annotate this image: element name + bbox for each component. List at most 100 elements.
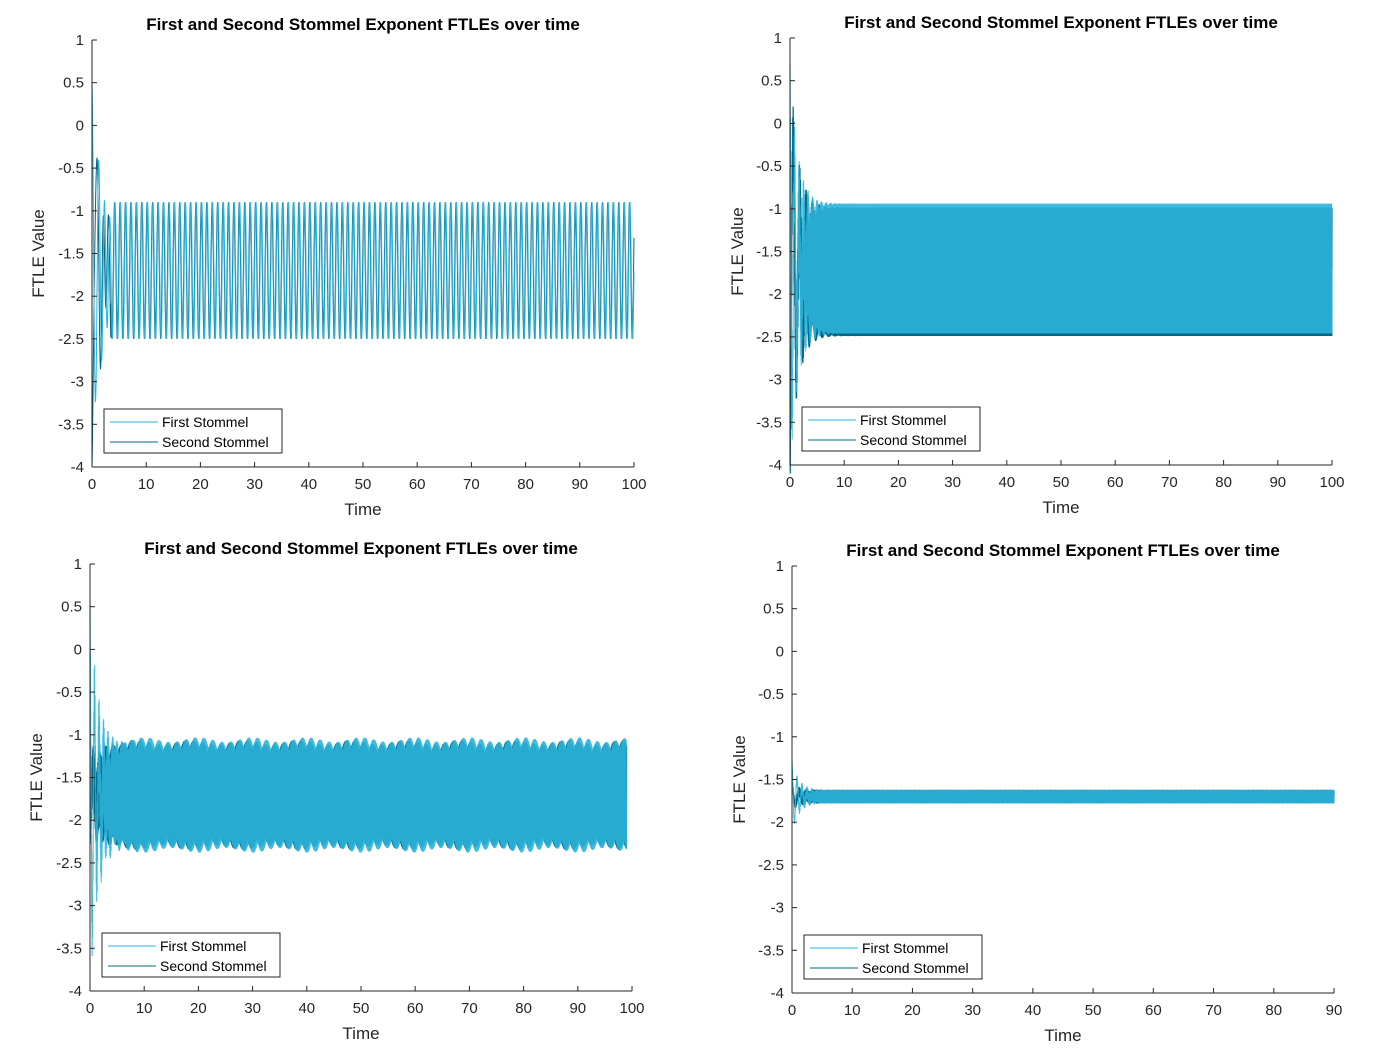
y-tick-label: -1: [769, 201, 782, 218]
legend: First Stommel Second Stommel: [101, 932, 281, 978]
y-tick-label: 0: [74, 641, 82, 658]
y-tick-label: -0.5: [58, 160, 84, 177]
plot-area: [791, 761, 1335, 824]
y-tick-label: -1.5: [756, 244, 782, 261]
y-tick-label: -4: [771, 985, 784, 1002]
plot-area: [789, 64, 1333, 474]
y-tick-label: 0: [776, 643, 784, 660]
y-tick-label: -3.5: [56, 940, 82, 957]
x-tick-label: 10: [844, 1002, 861, 1019]
subplot-top-left: First and Second Stommel Exponent FTLEs …: [29, 15, 647, 519]
y-axis-label: FTLE Value: [728, 207, 747, 296]
y-tick-label: -2.5: [56, 855, 82, 872]
x-tick-label: 30: [246, 476, 263, 493]
y-tick-label: -1.5: [58, 246, 84, 263]
x-tick-label: 0: [786, 474, 794, 491]
y-tick-label: -2: [71, 288, 84, 305]
x-tick-label: 100: [1319, 474, 1344, 491]
series-line-first-stommel: [91, 82, 635, 403]
y-tick-label: 1: [774, 30, 782, 47]
x-tick-label: 70: [1161, 474, 1178, 491]
x-tick-label: 70: [463, 476, 480, 493]
chart-title: First and Second Stommel Exponent FTLEs …: [844, 13, 1278, 32]
y-tick-label: -2: [69, 812, 82, 829]
y-tick-label: -0.5: [758, 686, 784, 703]
x-tick-label: 40: [298, 1000, 315, 1017]
x-tick-label: 40: [300, 476, 317, 493]
y-tick-label: -1: [771, 729, 784, 746]
x-tick-label: 70: [461, 1000, 478, 1017]
x-tick-label: 80: [517, 476, 534, 493]
y-tick-label: -4: [769, 457, 782, 474]
series-line-first-stommel: [791, 761, 1335, 824]
y-tick-label: -1.5: [56, 770, 82, 787]
y-tick-label: -1: [69, 727, 82, 744]
subplot-bottom-right: First and Second Stommel Exponent FTLEs …: [730, 541, 1342, 1045]
x-tick-label: 50: [353, 1000, 370, 1017]
y-tick-label: 0: [774, 115, 782, 132]
x-tick-label: 10: [138, 476, 155, 493]
x-tick-label: 40: [998, 474, 1015, 491]
legend-entry: First Stommel: [862, 940, 948, 956]
y-tick-label: -4: [71, 459, 84, 476]
y-tick-label: -2.5: [58, 331, 84, 348]
x-tick-label: 90: [571, 476, 588, 493]
x-tick-label: 80: [1265, 1002, 1282, 1019]
y-tick-label: 0: [76, 117, 84, 134]
x-tick-label: 30: [944, 474, 961, 491]
y-tick-label: 0.5: [61, 599, 82, 616]
legend: First Stommel Second Stommel: [803, 934, 983, 980]
x-tick-label: 60: [407, 1000, 424, 1017]
y-tick-label: -3.5: [756, 414, 782, 431]
x-tick-label: 100: [621, 476, 646, 493]
chart-title: First and Second Stommel Exponent FTLEs …: [146, 15, 580, 34]
x-tick-label: 50: [355, 476, 372, 493]
legend: First Stommel Second Stommel: [801, 406, 981, 452]
legend-entry: First Stommel: [860, 412, 946, 428]
y-tick-label: -3: [769, 372, 782, 389]
plot-area: [91, 82, 635, 468]
x-tick-label: 60: [1107, 474, 1124, 491]
x-tick-label: 90: [569, 1000, 586, 1017]
x-tick-label: 80: [1215, 474, 1232, 491]
x-tick-label: 50: [1085, 1002, 1102, 1019]
y-tick-label: 0.5: [63, 75, 84, 92]
x-tick-label: 20: [192, 476, 209, 493]
x-axis-label: Time: [1044, 1026, 1081, 1045]
y-tick-label: 1: [776, 558, 784, 575]
legend-entry: First Stommel: [162, 414, 248, 430]
y-axis-label: FTLE Value: [730, 735, 749, 824]
y-tick-label: -2: [771, 814, 784, 831]
y-tick-label: -2.5: [758, 857, 784, 874]
x-tick-label: 30: [244, 1000, 261, 1017]
x-tick-label: 40: [1025, 1002, 1042, 1019]
series-line-first-stommel: [89, 601, 628, 957]
y-tick-label: -1.5: [758, 772, 784, 789]
legend: First Stommel Second Stommel: [103, 408, 283, 454]
x-tick-label: 20: [890, 474, 907, 491]
y-tick-label: 1: [74, 556, 82, 573]
x-tick-label: 0: [88, 476, 96, 493]
legend-entry: Second Stommel: [860, 432, 967, 448]
y-tick-label: -3: [71, 374, 84, 391]
y-axis-label: FTLE Value: [27, 733, 46, 822]
x-axis-label: Time: [344, 500, 381, 519]
y-tick-label: -4: [69, 983, 82, 1000]
y-tick-label: 1: [76, 32, 84, 49]
x-tick-label: 30: [964, 1002, 981, 1019]
x-tick-label: 10: [136, 1000, 153, 1017]
legend-box: [101, 932, 281, 978]
legend-entry: Second Stommel: [162, 434, 269, 450]
legend-entry: First Stommel: [160, 938, 246, 954]
chart-title: First and Second Stommel Exponent FTLEs …: [846, 541, 1280, 560]
y-tick-label: -2: [769, 286, 782, 303]
y-tick-label: 0.5: [761, 73, 782, 90]
plot-area: [89, 601, 628, 957]
x-tick-label: 10: [836, 474, 853, 491]
y-tick-label: -0.5: [56, 684, 82, 701]
subplot-top-right: First and Second Stommel Exponent FTLEs …: [728, 13, 1345, 517]
y-tick-label: -1: [71, 203, 84, 220]
x-axis-label: Time: [342, 1024, 379, 1043]
x-tick-label: 50: [1053, 474, 1070, 491]
